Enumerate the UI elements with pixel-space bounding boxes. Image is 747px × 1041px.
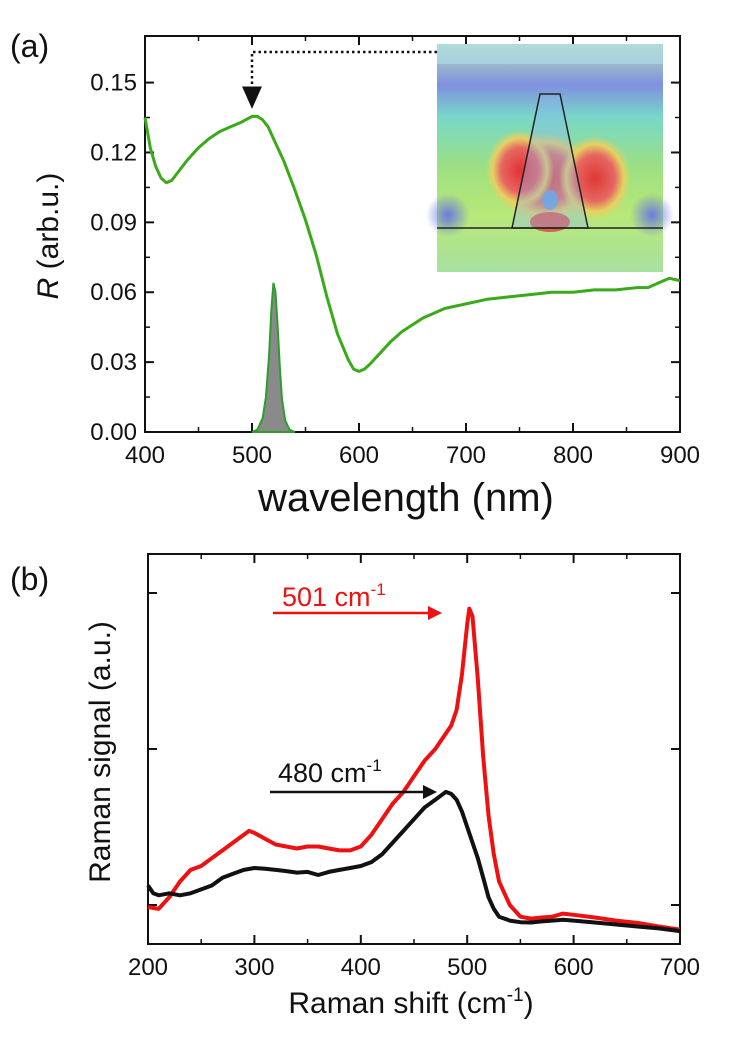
x-tick-label: 500 <box>447 954 487 981</box>
x-tick-label: 900 <box>660 442 700 469</box>
reflectance-series <box>143 114 681 373</box>
panel-b-label: (b) <box>10 561 49 597</box>
panel-a-plot-area: 400 500 600 700 800 900 0.00 0.03 0.06 0.09 0.12 0.… <box>90 35 700 469</box>
x-tick-label: 700 <box>446 442 486 469</box>
panel-b-y-axis-label: Raman signal (a.u.) <box>84 621 117 883</box>
x-tick-label: 200 <box>128 954 168 981</box>
panel-a-label: (a) <box>10 28 49 64</box>
peak-shift-arrowhead <box>423 785 437 799</box>
panel-a-x-axis-label: wavelength (nm) <box>257 476 554 520</box>
laser-peak-area <box>251 282 296 433</box>
reflectance-line <box>143 114 681 373</box>
panel-b-plot-area: 200 300 400 500 600 700 <box>128 553 700 981</box>
y-tick-label: 0.12 <box>90 139 137 166</box>
x-tick-label: 600 <box>339 442 379 469</box>
panel-a-y-axis-label: R (arb.u.) <box>32 173 65 300</box>
red-peak-label: 501 cm-1 <box>282 580 386 612</box>
y-tick-label: 0.15 <box>90 70 137 97</box>
y-tick-label: 0.00 <box>90 419 137 446</box>
x-tick-label: 700 <box>660 954 700 981</box>
raman-series <box>146 606 681 934</box>
x-tick-label: 400 <box>125 442 165 469</box>
x-tick-label: 600 <box>554 954 594 981</box>
y-tick-label: 0.06 <box>90 279 137 306</box>
inset-pointer-arrow <box>242 50 437 109</box>
panel-b: (b) 200 300 400 500 600 700 501 cm-1 480 cm-1… <box>10 553 700 1020</box>
peak-shift-arrowhead <box>428 606 442 620</box>
x-tick-label: 300 <box>234 954 274 981</box>
x-tick-label: 400 <box>341 954 381 981</box>
panel-b-x-axis-label: Raman shift (cm-1) <box>288 985 533 1020</box>
x-tick-label: 500 <box>232 442 272 469</box>
red-raman-line <box>147 606 681 932</box>
raman-shift-annotations: 501 cm-1 480 cm-1 <box>270 580 442 799</box>
y-tick-label: 0.03 <box>90 349 137 376</box>
x-tick-label: 800 <box>553 442 593 469</box>
dotted-pointer-line <box>242 50 437 109</box>
field-map-inset <box>426 44 674 272</box>
laser-line-peak <box>251 282 296 433</box>
black-raman-line <box>146 789 681 934</box>
y-tick-label: 0.09 <box>90 209 137 236</box>
black-peak-label: 480 cm-1 <box>278 756 382 788</box>
panel-a: (a) 400 500 600 700 800 900 0.00 0.03 0.06 0.09 0.… <box>10 28 700 520</box>
